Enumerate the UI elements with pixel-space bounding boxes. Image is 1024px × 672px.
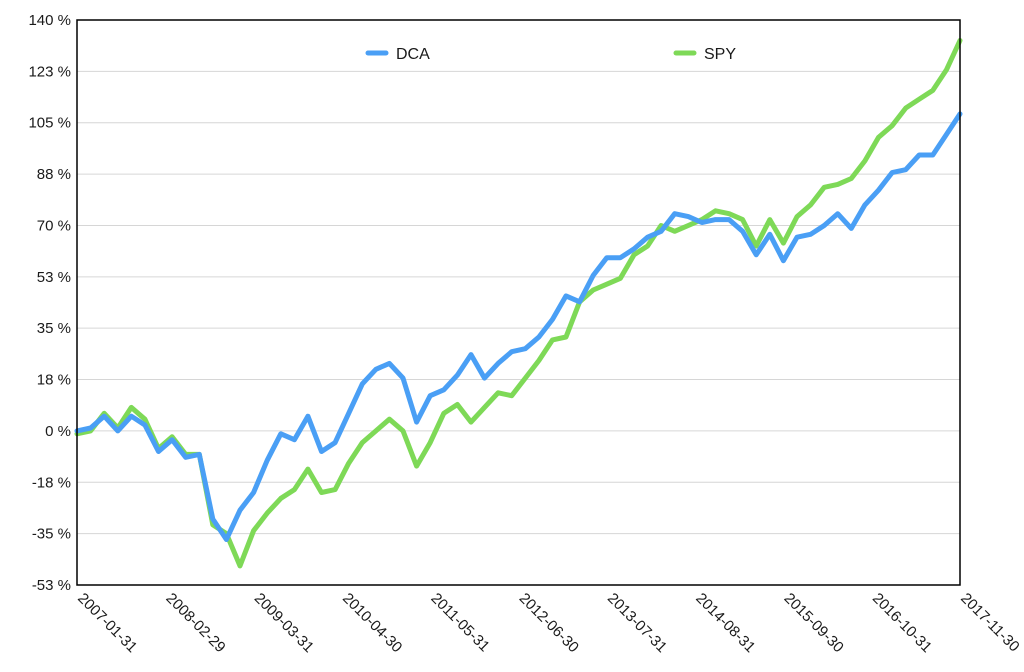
legend-label-dca: DCA xyxy=(396,46,430,63)
y-tick-label: -35 % xyxy=(32,526,71,543)
y-tick-label: -18 % xyxy=(32,474,71,491)
x-tick-label: 2007-01-31 xyxy=(74,590,140,656)
x-axis-tick-labels: 2007-01-31 2008-02-29 2009-03-31 2010-04-30… xyxy=(74,590,1022,656)
y-tick-label: 53 % xyxy=(37,269,71,286)
x-tick-label: 2008-02-29 xyxy=(162,590,228,656)
x-tick-label: 2016-10-31 xyxy=(869,590,935,656)
y-tick-label: 123 % xyxy=(28,63,71,80)
y-tick-label: 70 % xyxy=(37,217,71,234)
legend-label-spy: SPY xyxy=(704,46,736,63)
x-tick-label: 2017-11-30 xyxy=(957,590,1022,655)
series-lines xyxy=(74,38,963,569)
x-tick-label: 2014-08-31 xyxy=(692,590,758,656)
y-tick-label: 105 % xyxy=(28,115,71,132)
y-tick-label: 35 % xyxy=(37,320,71,337)
plot-frame xyxy=(76,19,961,586)
series-line-spy xyxy=(74,38,963,569)
legend: DCA SPY xyxy=(365,46,736,63)
y-tick-label: 0 % xyxy=(45,423,71,440)
y-axis-tick-labels: 140 % 123 % 105 % 88 % 70 % 53 % 35 % 18 % 0 % -1… xyxy=(28,12,71,594)
y-tick-label: 140 % xyxy=(28,12,71,29)
x-tick-label: 2011-05-31 xyxy=(427,590,492,655)
series-line-dca xyxy=(74,111,963,542)
x-tick-label: 2010-04-30 xyxy=(339,590,405,656)
x-tick-label: 2012-06-30 xyxy=(516,590,582,656)
y-tick-label: -53 % xyxy=(32,577,71,594)
y-tick-label: 88 % xyxy=(37,166,71,183)
y-tick-label: 18 % xyxy=(37,372,71,389)
x-tick-label: 2015-09-30 xyxy=(781,590,847,656)
x-tick-label: 2013-07-31 xyxy=(604,590,670,656)
x-tick-label: 2009-03-31 xyxy=(251,590,317,656)
